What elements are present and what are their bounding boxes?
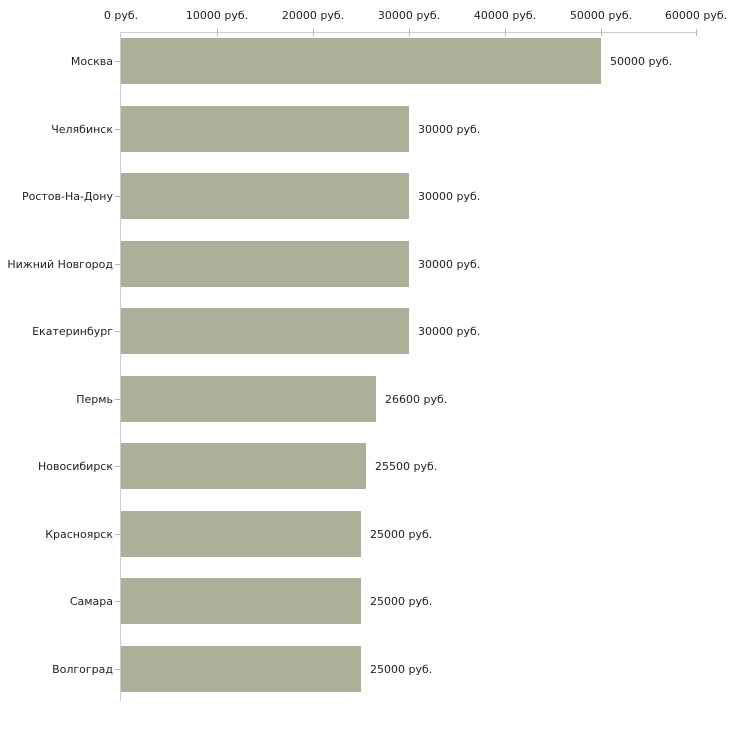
x-axis-tick	[313, 29, 314, 36]
x-axis-tick	[409, 29, 410, 36]
x-axis-tick	[505, 29, 506, 36]
bar	[121, 578, 361, 624]
y-axis-tick	[115, 264, 120, 265]
x-axis-tick-label: 40000 руб.	[473, 9, 537, 22]
value-label: 30000 руб.	[418, 122, 481, 136]
x-axis-tick-label: 0 руб.	[103, 9, 139, 22]
x-axis-tick	[601, 29, 602, 36]
y-axis-tick	[115, 196, 120, 197]
value-label: 30000 руб.	[418, 189, 481, 203]
value-label: 25000 руб.	[370, 662, 433, 676]
category-label: Новосибирск	[37, 459, 113, 473]
bar	[121, 443, 366, 489]
bar-row: Челябинск 30000 руб.	[51, 106, 697, 152]
bar-row: Самара 25000 руб.	[70, 578, 697, 624]
x-axis-tick-label: 30000 руб.	[377, 9, 441, 22]
plot-area: 0 руб. 10000 руб. 20000 руб. 30000 руб. 4000…	[7, 9, 727, 701]
bar	[121, 173, 409, 219]
bar-row: Нижний Новгород 30000 руб.	[7, 241, 697, 287]
bar-row: Новосибирск 25500 руб.	[38, 443, 697, 489]
value-label: 25000 руб.	[370, 527, 433, 541]
x-axis-tick	[696, 29, 697, 36]
value-label: 26600 руб.	[385, 392, 448, 406]
x-axis-tick-label: 50000 руб.	[569, 9, 633, 22]
y-axis-tick	[115, 466, 120, 467]
category-label: Челябинск	[51, 122, 113, 136]
bar-row: Москва 50000 руб.	[71, 38, 697, 84]
category-label: Екатеринбург	[32, 324, 113, 338]
x-axis-tick-label: 20000 руб.	[281, 9, 345, 22]
value-label: 25000 руб.	[370, 594, 433, 608]
bar	[121, 646, 361, 692]
category-label: Волгоград	[52, 662, 113, 676]
x-axis-tick	[217, 29, 218, 36]
value-label: 50000 руб.	[610, 54, 673, 68]
category-label: Ростов-На-Дону	[21, 189, 113, 203]
category-label: Москва	[70, 54, 113, 68]
bar-row: Пермь 26600 руб.	[76, 376, 697, 422]
bar-row: Екатеринбург 30000 руб.	[32, 308, 697, 354]
bar-row: Красноярск 25000 руб.	[45, 511, 697, 557]
y-axis-tick	[115, 61, 120, 62]
y-axis-tick	[115, 129, 120, 130]
bar	[121, 376, 376, 422]
category-label: Самара	[69, 594, 113, 608]
value-label: 30000 руб.	[418, 324, 481, 338]
y-axis-tick	[115, 331, 120, 332]
bar	[121, 241, 409, 287]
category-label: Пермь	[76, 392, 113, 406]
bar	[121, 308, 409, 354]
bar-row: Волгоград 25000 руб.	[52, 646, 697, 692]
x-axis-tick-label: 10000 руб.	[185, 9, 249, 22]
category-label: Красноярск	[45, 527, 113, 541]
y-axis-tick	[115, 534, 120, 535]
y-axis-tick	[115, 669, 120, 670]
bar	[121, 38, 601, 84]
bar-row: Ростов-На-Дону 30000 руб.	[22, 173, 697, 219]
y-axis-tick	[115, 601, 120, 602]
y-axis-tick	[115, 399, 120, 400]
bar	[121, 511, 361, 557]
x-axis-tick-label: 60000 руб.	[664, 9, 728, 22]
bar	[121, 106, 409, 152]
value-label: 25500 руб.	[375, 459, 438, 473]
category-label: Нижний Новгород	[7, 257, 113, 271]
value-label: 30000 руб.	[418, 257, 481, 271]
